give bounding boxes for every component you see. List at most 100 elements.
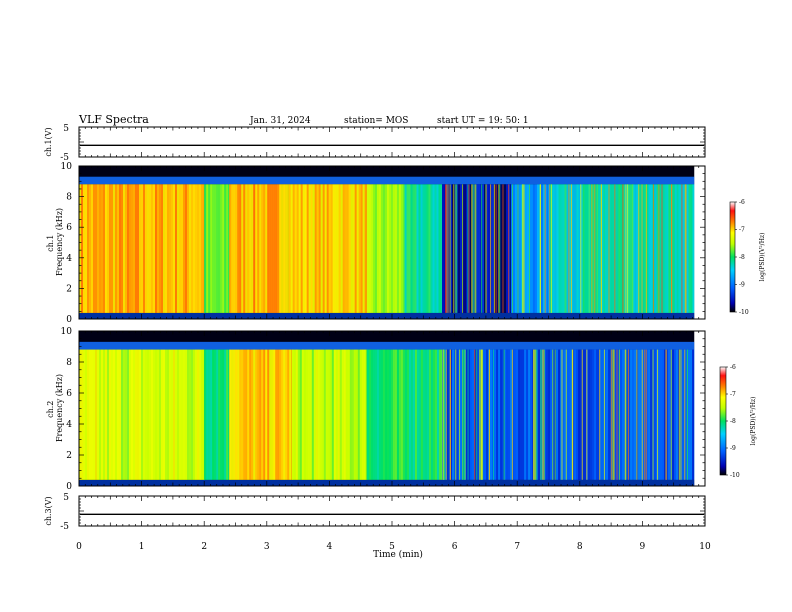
spectrogram-column <box>91 184 93 313</box>
ch2-colorbar: -6 -7 -8 -9 -10 log(PSD)(V²/Hz) <box>719 364 757 479</box>
spectrogram-column <box>299 349 302 480</box>
spectrogram-streak <box>678 349 680 480</box>
spectrogram-streak <box>449 349 451 480</box>
spectrogram-column <box>422 184 425 313</box>
spectrogram-streak <box>661 184 663 313</box>
spectrogram-streak <box>445 184 447 313</box>
spectrogram-column <box>169 184 171 313</box>
ch1-spectrogram-panel: 0 2 4 6 8 10 ch.1 Frequency (kHz) <box>46 162 706 325</box>
spectrogram-column <box>197 349 199 480</box>
spectrogram-column <box>129 349 131 480</box>
spectrogram-column <box>596 349 599 480</box>
spectrogram-column <box>376 184 379 313</box>
spectrogram-column <box>466 349 469 480</box>
spectrogram-column <box>356 184 359 313</box>
spectrogram-column <box>352 184 355 313</box>
spectrogram-column <box>434 349 437 480</box>
station-label: station= MOS <box>344 116 408 126</box>
spectrogram-column <box>636 184 639 313</box>
spectrogram-streak <box>680 349 682 480</box>
spectrogram-column <box>204 349 207 480</box>
spectrogram-streak <box>613 349 615 480</box>
spectrogram-column <box>398 349 401 480</box>
spectrogram-column <box>199 349 201 480</box>
spectrogram-column <box>638 184 641 313</box>
spectrogram-column <box>85 349 87 480</box>
spectrogram-column <box>103 349 105 480</box>
spectrogram-column <box>608 184 611 313</box>
spectrogram-column <box>147 349 149 480</box>
spectrogram-column <box>376 349 379 480</box>
spectrogram-column <box>610 184 613 313</box>
spectrogram-column <box>512 184 515 313</box>
spectrogram-column <box>214 184 217 313</box>
spectrogram-column <box>436 184 439 313</box>
spectrogram-column <box>676 184 679 313</box>
spectrogram-column <box>366 184 369 313</box>
spectrogram-streak <box>599 349 601 480</box>
spectrogram-column <box>141 184 143 313</box>
spectrogram-column <box>191 184 193 313</box>
spectrogram-column <box>321 349 324 480</box>
spectrogram-column <box>646 349 649 480</box>
spectrogram-column <box>308 184 311 313</box>
spectrogram-column <box>125 349 127 480</box>
spectrogram-column <box>251 349 254 480</box>
ch1-voltage-ticks <box>78 126 706 158</box>
spectrogram-column <box>608 349 611 480</box>
ch1-spectrogram-image <box>79 166 705 319</box>
spectrogram-column <box>404 349 407 480</box>
spectrogram-column <box>179 184 181 313</box>
spectrogram-column <box>470 184 473 313</box>
spectrogram-streak <box>544 184 546 313</box>
spectrogram-column <box>418 184 421 313</box>
spectrogram-column <box>492 184 495 313</box>
spectrogram-column <box>290 184 293 313</box>
spectrogram-column <box>127 184 129 313</box>
spectrogram-streak <box>603 184 605 313</box>
spectrogram-column <box>420 349 423 480</box>
spectrogram-streak <box>502 184 504 313</box>
spectrogram-column <box>600 349 603 480</box>
x-tick-label: 5 <box>389 542 395 552</box>
spectrogram-streak <box>588 184 590 313</box>
spectrogram-column <box>442 184 445 313</box>
spectrogram-column <box>243 349 246 480</box>
spectrogram-column <box>672 184 675 313</box>
spectrogram-column <box>580 349 583 480</box>
spectrogram-column <box>440 184 443 313</box>
spectrogram-column <box>123 184 125 313</box>
spectrogram-streak <box>533 349 535 480</box>
spectrogram-column <box>466 184 469 313</box>
ch3-voltage-ytick-top: 5 <box>63 493 69 503</box>
spectrogram-streak <box>641 184 643 313</box>
ch1-voltage-ytick-top: 5 <box>63 124 69 134</box>
spectrogram-column <box>85 184 87 313</box>
spectrogram-column <box>614 349 617 480</box>
spectrogram-column <box>133 184 135 313</box>
x-tick-label: 0 <box>76 542 82 552</box>
spectrogram-column <box>318 184 321 313</box>
spectrogram-column <box>81 184 83 313</box>
spectrogram-streak <box>586 349 588 480</box>
x-tick-label: 4 <box>327 542 333 552</box>
spectrogram-column <box>564 349 567 480</box>
spectrogram-column <box>634 349 637 480</box>
spectrogram-column <box>390 184 393 313</box>
spectrogram-column <box>532 184 535 313</box>
spectrogram-streak <box>600 184 602 313</box>
ch1-colorbar: -6 -7 -8 -9 -10 log(PSD)(V²/Hz) <box>729 199 766 316</box>
colorbar-tick-label: -10 <box>739 309 749 316</box>
spectrogram-column <box>119 349 121 480</box>
spectrogram-column <box>201 349 203 480</box>
spectrogram-column <box>163 349 165 480</box>
spectrogram-column <box>410 184 413 313</box>
spectrogram-column <box>306 184 309 313</box>
spectrogram-column <box>486 184 489 313</box>
spectrogram-column <box>544 184 547 313</box>
spectrogram-column <box>151 184 153 313</box>
ch2-colorbar-label: log(PSD)(V²/Hz) <box>750 397 757 446</box>
spectrogram-column <box>454 184 457 313</box>
spectrogram-streak <box>533 349 535 480</box>
spectrogram-streak <box>462 349 464 480</box>
